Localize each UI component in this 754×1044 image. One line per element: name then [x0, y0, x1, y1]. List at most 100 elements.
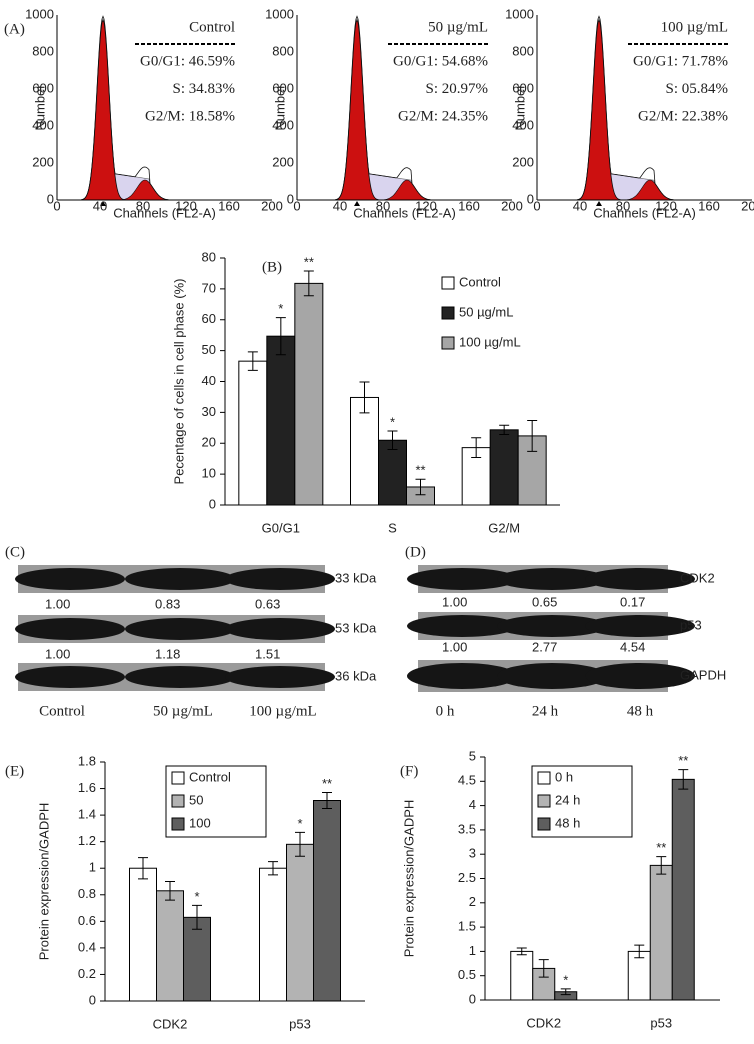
- flow-percent: G2/M: 22.38%: [638, 108, 728, 124]
- y-tick-label: 0: [89, 992, 96, 1007]
- flow-x-tick-label: 80: [376, 198, 390, 213]
- legend-swatch: [441, 276, 455, 290]
- flow-percent: S: 20.97%: [425, 81, 488, 97]
- significance: **: [415, 463, 425, 478]
- y-tick-label: 1.8: [78, 753, 96, 768]
- flow-y-tick-label: 400: [512, 117, 534, 132]
- bar: [313, 800, 341, 1002]
- error-bar: [322, 792, 332, 809]
- legend-label: 50 µg/mL: [459, 304, 513, 319]
- flow-y-tick-label: 800: [32, 43, 54, 58]
- flow-y-label: Number: [32, 84, 47, 131]
- flow-x-tick-label: 200: [261, 198, 283, 213]
- blot-row-label: CDK2: [680, 570, 715, 585]
- band-ratio: 0.65: [532, 594, 557, 609]
- bar: [266, 335, 296, 506]
- y-tick-label: 1: [89, 860, 96, 875]
- y-tick-label: 4: [469, 797, 476, 812]
- y-axis-label: Protein expression/GADPH: [401, 800, 416, 958]
- y-tick-label: 2: [469, 894, 476, 909]
- flow-y-tick-label: 400: [272, 117, 294, 132]
- x-tick-label: CDK2: [526, 1015, 561, 1030]
- blot-row-label: p53: [680, 617, 702, 632]
- significance: *: [297, 816, 302, 831]
- flow-percent: G2/M: 24.35%: [398, 108, 488, 124]
- error-bar: [656, 856, 667, 875]
- significance: **: [304, 254, 314, 269]
- error-bar: [295, 831, 305, 857]
- panel-label: (B): [262, 259, 282, 275]
- error-bar: [303, 270, 314, 297]
- legend-label: 50: [189, 792, 203, 807]
- y-tick-label: 0.5: [458, 967, 476, 982]
- significance: *: [390, 414, 395, 429]
- blot-band: [407, 568, 517, 590]
- error-bar: [634, 944, 645, 959]
- flow-y-tick-label: 0: [287, 191, 294, 206]
- legend-label: Control: [459, 274, 501, 289]
- y-tick-label: 4.5: [458, 773, 476, 788]
- lane-label: 24 h: [532, 703, 559, 719]
- x-tick-label: S: [388, 520, 397, 535]
- legend-swatch: [171, 771, 185, 785]
- blot-band: [125, 666, 235, 688]
- band-ratio: 1.00: [442, 639, 467, 654]
- blot-row-label: 36 kDa: [335, 668, 377, 683]
- blot-band: [15, 618, 125, 640]
- y-tick-label: 20: [202, 435, 216, 450]
- flow-y-tick-label: 600: [272, 80, 294, 95]
- band-ratio: 1.18: [155, 646, 180, 661]
- error-bar: [359, 381, 370, 414]
- band-ratio: 0.83: [155, 596, 180, 611]
- error-bar: [387, 430, 398, 451]
- band-ratio: 1.51: [255, 646, 280, 661]
- blot-band: [15, 568, 125, 590]
- blot-band: [407, 615, 517, 637]
- bar: [286, 843, 314, 1002]
- flow-marker: [354, 201, 360, 206]
- error-bar: [192, 904, 202, 930]
- x-tick-label: G0/G1: [262, 520, 300, 535]
- y-axis-label: Protein expression/GADPH: [36, 803, 51, 961]
- error-bar: [415, 478, 426, 496]
- blot-band: [585, 568, 695, 590]
- error-bar: [499, 424, 510, 435]
- flow-title: Control: [189, 19, 235, 35]
- flow-x-label: Channels (FL2-A): [353, 205, 456, 220]
- flow-y-tick-label: 600: [32, 80, 54, 95]
- blot-band: [585, 615, 695, 637]
- flow-y-tick-label: 200: [32, 154, 54, 169]
- blot-band: [497, 568, 607, 590]
- error-bar: [247, 351, 258, 371]
- blot-row-label: GAPDH: [680, 667, 726, 682]
- panel-label: (F): [400, 763, 418, 779]
- bar: [350, 396, 379, 506]
- blot-band: [497, 663, 607, 689]
- bar: [627, 950, 651, 1001]
- y-tick-label: 0: [469, 991, 476, 1006]
- bar: [259, 867, 287, 1002]
- flow-y-tick-label: 0: [527, 191, 534, 206]
- legend-label: 100: [189, 815, 211, 830]
- flow-y-tick-label: 1000: [25, 6, 54, 21]
- significance: **: [322, 776, 332, 791]
- flow-x-tick-label: 0: [533, 198, 540, 213]
- error-bar: [165, 881, 175, 901]
- y-tick-label: 1.6: [78, 780, 96, 795]
- flow-percent: G0/G1: 46.59%: [140, 53, 235, 69]
- flow-y-tick-label: 200: [512, 154, 534, 169]
- flow-y-tick-label: 800: [512, 43, 534, 58]
- legend-swatch: [171, 817, 185, 831]
- blot-band: [15, 666, 125, 688]
- flow-title: 50 µg/mL: [428, 19, 488, 35]
- flow-y-tick-label: 200: [272, 154, 294, 169]
- legend-swatch: [171, 794, 185, 808]
- y-tick-label: 10: [202, 466, 216, 481]
- y-tick-label: 50: [202, 342, 216, 357]
- flow-y-tick-label: 1000: [265, 6, 294, 21]
- flow-x-tick-label: 40: [573, 198, 587, 213]
- blot-band: [225, 618, 335, 640]
- legend-label: Control: [189, 769, 231, 784]
